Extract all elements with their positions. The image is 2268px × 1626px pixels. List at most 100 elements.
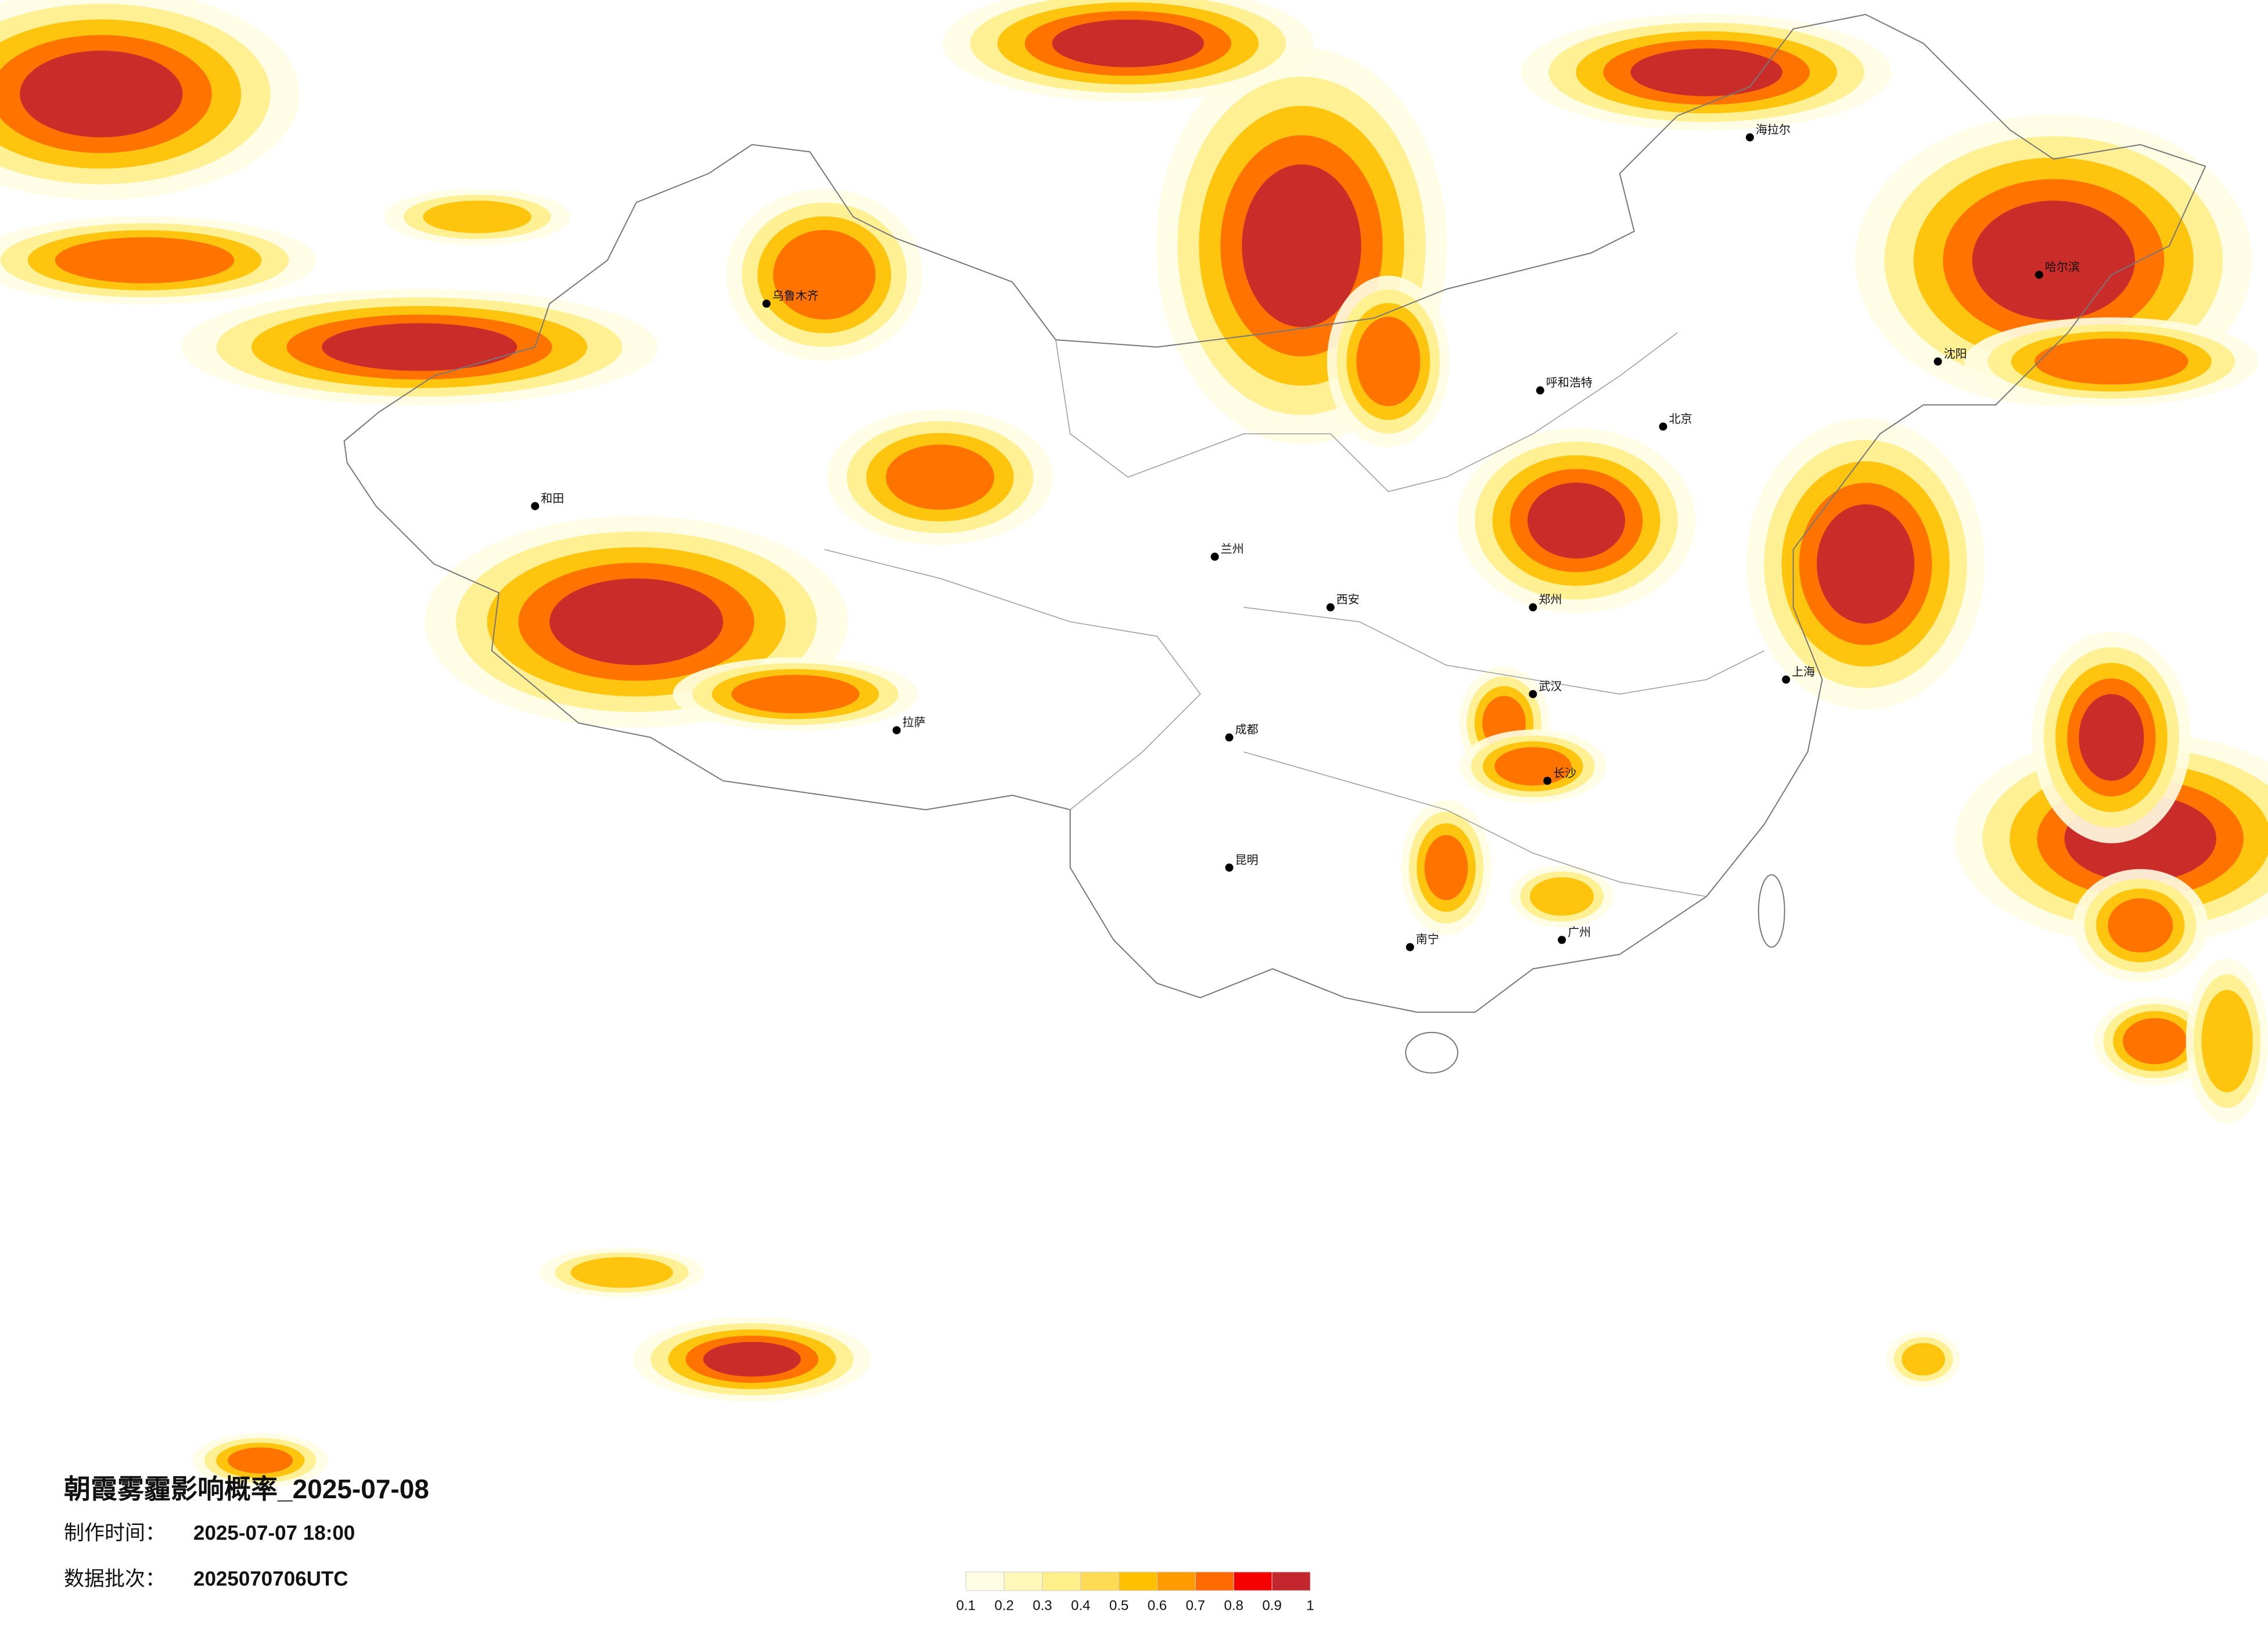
province-border	[1243, 751, 1707, 897]
legend-tick-label: 0.8	[1224, 1598, 1243, 1613]
haze-patch	[1424, 834, 1468, 901]
batch: 2025070706UTC	[193, 1567, 348, 1590]
haze-patch	[2123, 1018, 2187, 1064]
haze-patch	[549, 578, 723, 665]
city-label: 呼和浩特	[1546, 376, 1593, 390]
haze-patch	[1817, 504, 1915, 624]
city-label: 西安	[1336, 593, 1360, 606]
legend-swatch	[1233, 1571, 1273, 1591]
city-label: 兰州	[1221, 542, 1244, 556]
legend-tick-label: 0.3	[1033, 1598, 1052, 1613]
city-marker	[1536, 386, 1544, 395]
city-marker	[1543, 776, 1552, 785]
haze-patch	[773, 229, 876, 320]
haze-patch	[20, 51, 183, 138]
haze-patch	[1356, 316, 1421, 406]
legend-swatch	[1004, 1571, 1043, 1591]
haze-patch	[1527, 483, 1626, 559]
legend-swatch	[1195, 1571, 1234, 1591]
haze-patch	[322, 323, 517, 371]
made-label: 制作时间：	[64, 1521, 166, 1544]
city-label: 北京	[1669, 412, 1692, 426]
made-time: 2025-07-07 18:00	[193, 1521, 355, 1544]
haze-patch	[1052, 19, 1204, 67]
legend-tick-label: 0.9	[1262, 1598, 1281, 1613]
city-label: 拉萨	[903, 716, 926, 729]
city-marker	[762, 299, 771, 308]
legend-tick-label: 0.5	[1109, 1598, 1128, 1613]
haze-patch	[423, 200, 532, 233]
haze-patch	[1902, 1343, 1946, 1376]
city-label: 南宁	[1416, 933, 1439, 946]
haze-patch	[886, 444, 994, 510]
batch-label: 数据批次：	[64, 1567, 166, 1590]
hainan-border	[1405, 1031, 1458, 1074]
haze-patch	[1530, 877, 1594, 916]
country-border	[343, 13, 2206, 1013]
city-marker	[531, 502, 540, 510]
taiwan-border	[1757, 874, 1785, 948]
province-border	[824, 549, 1201, 810]
city-marker	[1782, 675, 1791, 684]
province-border	[1055, 332, 1678, 492]
city-marker	[1406, 942, 1414, 951]
city-marker	[1933, 357, 1942, 366]
haze-patch	[1242, 164, 1361, 328]
city-label: 和田	[541, 492, 564, 505]
city-label: 广州	[1568, 926, 1591, 939]
legend-tick-label: 0.7	[1186, 1598, 1205, 1613]
map-title: 朝霞雾霾影响概率_2025-07-08	[64, 1474, 429, 1504]
haze-patch	[570, 1257, 673, 1288]
city-marker	[1210, 552, 1219, 561]
legend-tick-label: 1	[1306, 1598, 1314, 1613]
city-marker	[1529, 603, 1537, 611]
city-label: 郑州	[1539, 593, 1562, 606]
legend-tick-label: 0.2	[994, 1598, 1013, 1613]
city-marker	[1326, 603, 1335, 611]
city-label: 哈尔滨	[2045, 260, 2080, 274]
city-label: 成都	[1235, 723, 1259, 736]
city-label: 乌鲁木齐	[772, 289, 819, 303]
city-marker	[1745, 133, 1754, 142]
city-label: 昆明	[1235, 854, 1259, 866]
haze-patch	[2035, 338, 2188, 385]
haze-patch	[2201, 990, 2253, 1092]
legend-swatch	[1271, 1571, 1311, 1591]
haze-layer	[0, 0, 2268, 1488]
china-outline	[343, 13, 2206, 1074]
city-label: 上海	[1792, 665, 1815, 679]
province-border	[1243, 607, 1765, 695]
haze-patch	[2108, 898, 2173, 953]
city-marker	[1659, 422, 1667, 431]
color-legend: 0.1 0.2 0.3 0.4 0.5 0.6 0.7 0.8 0.9 1	[956, 1571, 1314, 1613]
legend-tick-label: 0.4	[1071, 1598, 1090, 1613]
haze-patch	[1630, 48, 1782, 96]
legend-swatch	[1042, 1571, 1081, 1591]
legend-tick-label: 0.6	[1148, 1598, 1167, 1613]
haze-patch	[2079, 694, 2144, 781]
legend-swatch	[1119, 1571, 1158, 1591]
legend-swatch	[965, 1571, 1005, 1591]
haze-patch	[731, 675, 860, 714]
city-marker	[892, 726, 901, 735]
city-marker	[1558, 936, 1566, 944]
city-label: 武汉	[1539, 679, 1562, 693]
haze-patch	[703, 1341, 801, 1377]
city-marker	[1225, 864, 1234, 872]
city-marker	[1225, 733, 1234, 742]
city-label: 长沙	[1553, 767, 1576, 780]
legend-swatch	[1156, 1571, 1196, 1591]
haze-patch	[1972, 200, 2135, 320]
city-label: 海拉尔	[1756, 123, 1791, 136]
city-marker	[1529, 690, 1537, 699]
legend-swatch	[1080, 1571, 1120, 1591]
city-marker	[2035, 271, 2043, 279]
legend-tick-label: 0.1	[956, 1598, 975, 1613]
haze-patch	[1494, 747, 1572, 786]
haze-patch	[55, 237, 235, 283]
city-label: 沈阳	[1944, 347, 1967, 361]
haze-patch	[228, 1447, 293, 1474]
